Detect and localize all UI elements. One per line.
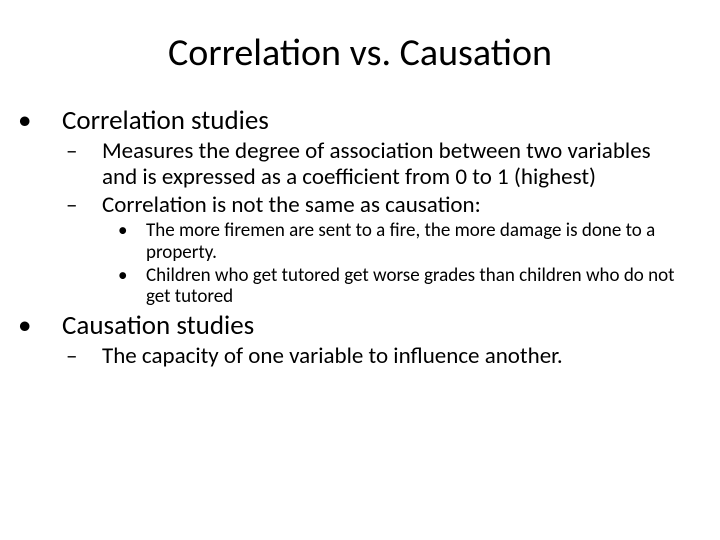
slide: Correlation vs. Causation •Correlation s… [0, 0, 720, 540]
list-item-lvl3: •Children who get tutored get worse grad… [132, 265, 680, 308]
list-item-lvl3: •The more firemen are sent to a fire, th… [132, 220, 680, 263]
bullet-icon: • [132, 220, 146, 241]
dash-icon: – [84, 139, 102, 165]
list-item-lvl1: •Causation studies [40, 309, 680, 342]
lvl1-text: Correlation studies [62, 104, 269, 137]
dash-icon: – [84, 344, 102, 370]
list-item-lvl2: –Correlation is not the same as causatio… [84, 193, 680, 219]
lvl2-text: Correlation is not the same as causation… [102, 191, 481, 219]
lvl2-text: The capacity of one variable to influenc… [102, 342, 563, 370]
bullet-icon: • [40, 104, 62, 137]
list-item-lvl2: –The capacity of one variable to influen… [84, 344, 680, 370]
lvl1-text: Causation studies [62, 309, 254, 342]
dash-icon: – [84, 193, 102, 219]
lvl3-text: Children who get tutored get worse grade… [146, 264, 674, 308]
lvl2-text: Measures the degree of association betwe… [102, 137, 651, 191]
content-list: •Correlation studies –Measures the degre… [40, 104, 680, 370]
list-item-lvl1: •Correlation studies [40, 104, 680, 137]
lvl3-text: The more firemen are sent to a fire, the… [146, 219, 655, 263]
bullet-icon: • [132, 265, 146, 286]
bullet-icon: • [40, 309, 62, 342]
slide-title: Correlation vs. Causation [40, 30, 680, 76]
list-item-lvl2: –Measures the degree of association betw… [84, 139, 680, 191]
